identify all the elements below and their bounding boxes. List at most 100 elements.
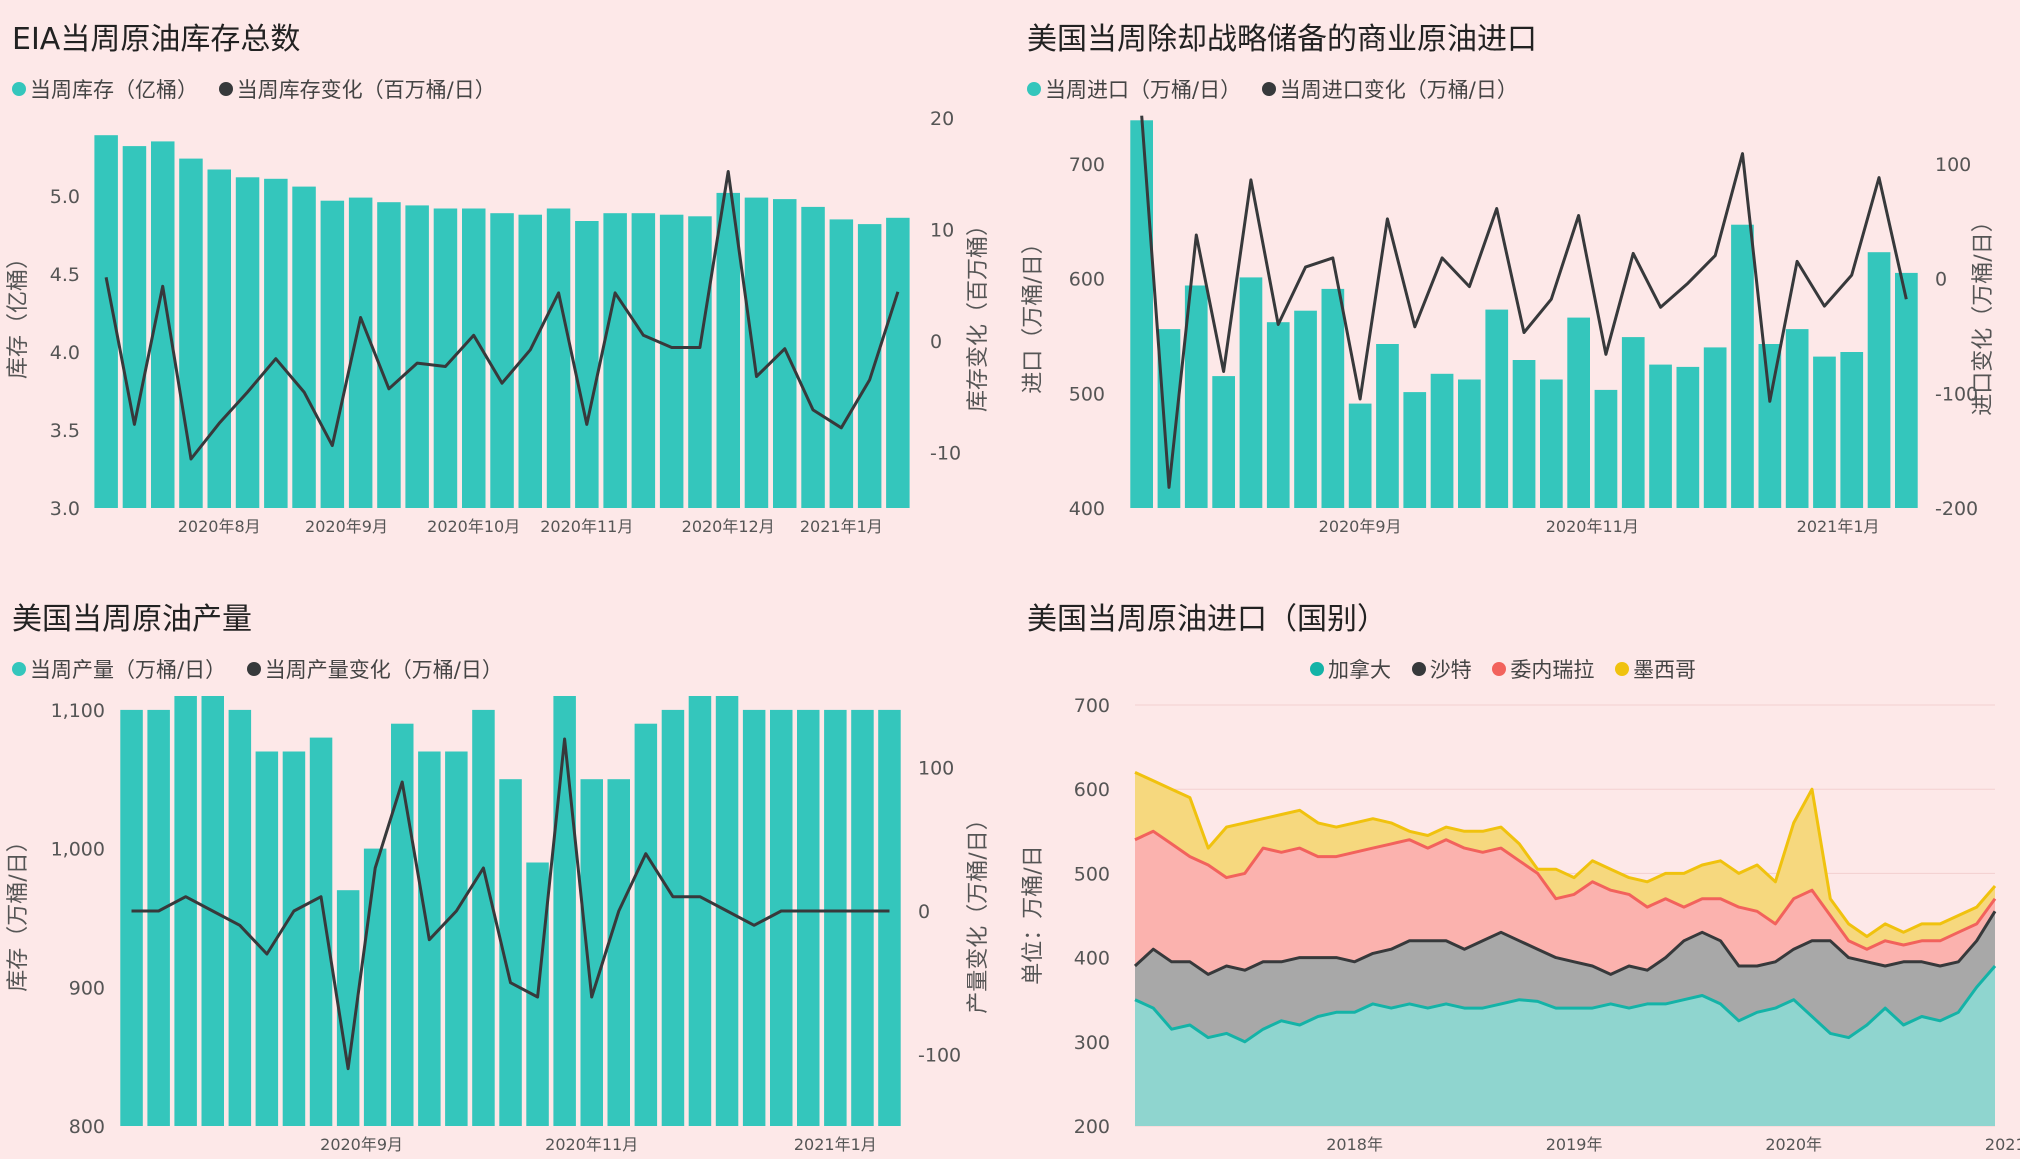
x-tick-label: 2020年10月 xyxy=(427,517,520,536)
x-tick-label: 2019年 xyxy=(1546,1135,1603,1154)
y2-tick-label: -100 xyxy=(918,1044,961,1066)
chart-legend: 加拿大 沙特 委内瑞拉 墨西哥 xyxy=(1310,654,1710,684)
bar xyxy=(851,709,874,1126)
legend-item-imports-change[interactable]: 当周进口变化（万桶/日） xyxy=(1261,74,1518,104)
bar xyxy=(770,709,793,1126)
change-line xyxy=(131,737,890,1071)
y2-tick-label: 100 xyxy=(1935,154,1971,176)
bar xyxy=(1184,285,1208,508)
bar xyxy=(878,709,901,1126)
y-tick-label: 4.5 xyxy=(50,264,80,286)
bar xyxy=(1840,352,1864,508)
series-line-0 xyxy=(1134,965,1997,1044)
y2-tick-label: 0 xyxy=(918,901,930,923)
y-tick-label: 400 xyxy=(1074,948,1110,970)
bar xyxy=(445,751,468,1126)
legend-item-inventory-change[interactable]: 当周库存变化（百万桶/日） xyxy=(218,74,496,104)
y-tick-label: 900 xyxy=(69,977,105,999)
bar xyxy=(174,696,197,1126)
legend-item-canada[interactable]: 加拿大 xyxy=(1310,654,1391,684)
bar xyxy=(122,146,147,508)
x-tick-label: 2020年12月 xyxy=(682,517,775,536)
bar xyxy=(886,217,910,509)
bar xyxy=(490,213,514,508)
bar xyxy=(688,696,712,1126)
x-tick-label: 2021年1月 xyxy=(794,1135,877,1154)
bar xyxy=(292,186,316,508)
bar xyxy=(1621,337,1645,508)
bar xyxy=(1458,379,1481,508)
legend-item-saudi[interactable]: 沙特 xyxy=(1411,654,1472,684)
bar xyxy=(857,224,882,508)
legend-dot-icon xyxy=(12,82,26,96)
legend-item-venezuela[interactable]: 委内瑞拉 xyxy=(1492,654,1594,684)
y-axis-label: 库存（万桶/日） xyxy=(6,830,31,991)
y-tick-label: 3.5 xyxy=(50,420,80,442)
y-tick-label: 1,000 xyxy=(51,839,105,861)
legend-item-inventory[interactable]: 当周库存（亿桶） xyxy=(12,74,198,104)
bar xyxy=(462,208,486,508)
bar xyxy=(472,709,495,1126)
bar xyxy=(553,696,576,1126)
bar xyxy=(282,751,306,1126)
bar xyxy=(1649,364,1672,508)
y2-tick-label: -200 xyxy=(1935,498,1978,520)
bar xyxy=(1567,317,1590,508)
y-tick-label: 4.0 xyxy=(50,342,80,364)
bar xyxy=(1512,360,1536,508)
chart-imports: 400 500 600 700 -200 -100 0 100 2020年9月 2020年11月 2… xyxy=(1021,115,1996,536)
bar xyxy=(1157,329,1181,508)
y-tick-label: 3.0 xyxy=(50,498,80,520)
bar xyxy=(1895,272,1918,508)
bar xyxy=(1376,344,1399,508)
chart-legend: 当周库存（亿桶） 当周库存变化（百万桶/日） xyxy=(12,74,510,104)
y2-axis-label: 产量变化（万桶/日） xyxy=(966,808,991,1013)
x-tick-label: 2020年11月 xyxy=(545,1135,638,1154)
x-tick-label: 2020年9月 xyxy=(320,1135,403,1154)
chart-imports-by-country: 200 300 400 500 600 700 2018年 2019年 2020年 2021年 单位… xyxy=(1021,695,2020,1154)
legend-item-production-change[interactable]: 当周产量变化（万桶/日） xyxy=(246,654,503,684)
panel-crude-inventory: EIA当周原油库存总数 当周库存（亿桶） 当周库存变化（百万桶/日） 3.0 3.… xyxy=(0,0,1010,580)
bar xyxy=(228,709,252,1126)
bar xyxy=(309,737,333,1126)
bar xyxy=(235,177,260,509)
bar xyxy=(1348,403,1372,508)
bar xyxy=(631,213,656,508)
y2-tick-label: 20 xyxy=(930,108,954,130)
legend-item-production[interactable]: 当周产量（万桶/日） xyxy=(12,654,226,684)
y-tick-label: 600 xyxy=(1069,269,1105,291)
bar xyxy=(1212,376,1235,508)
change-line xyxy=(1140,115,1908,489)
x-tick-label: 2020年8月 xyxy=(178,517,261,536)
y-tick-label: 1,100 xyxy=(51,700,105,722)
x-tick-label: 2020年 xyxy=(1765,1135,1822,1154)
bar xyxy=(348,197,373,508)
chart-title: EIA当周原油库存总数 xyxy=(12,22,301,57)
bar xyxy=(603,213,627,508)
legend-item-imports[interactable]: 当周进口（万桶/日） xyxy=(1027,74,1241,104)
x-tick-label: 2020年9月 xyxy=(305,517,388,536)
legend-dot-icon xyxy=(1492,662,1507,676)
legend-item-mexico[interactable]: 墨西哥 xyxy=(1615,654,1696,684)
y2-axis-label: 进口变化（万桶/日） xyxy=(1971,210,1996,415)
bar xyxy=(607,779,630,1126)
bar xyxy=(1266,322,1290,508)
bar xyxy=(499,779,522,1126)
legend-dot-icon xyxy=(12,662,26,676)
bar xyxy=(659,214,684,508)
bar xyxy=(829,219,854,508)
x-tick-label: 2021年 xyxy=(1985,1135,2020,1154)
y-axis-label: 单位：万桶/日 xyxy=(1021,845,1046,984)
chart-production: 800 900 1,000 1,100 -100 0 100 2020年9月 2020年11月 2… xyxy=(6,696,991,1154)
series-line-3 xyxy=(1134,771,1997,938)
y-tick-label: 300 xyxy=(1074,1032,1110,1054)
bar xyxy=(1703,347,1727,508)
legend-dot-icon xyxy=(1261,82,1276,96)
y-tick-label: 700 xyxy=(1074,695,1110,717)
bar xyxy=(575,221,599,508)
y-tick-label: 5.0 xyxy=(50,186,80,208)
bar xyxy=(546,208,571,508)
x-tick-label: 2020年11月 xyxy=(1546,517,1639,536)
y-tick-label: 700 xyxy=(1069,154,1105,176)
bar xyxy=(336,890,360,1126)
